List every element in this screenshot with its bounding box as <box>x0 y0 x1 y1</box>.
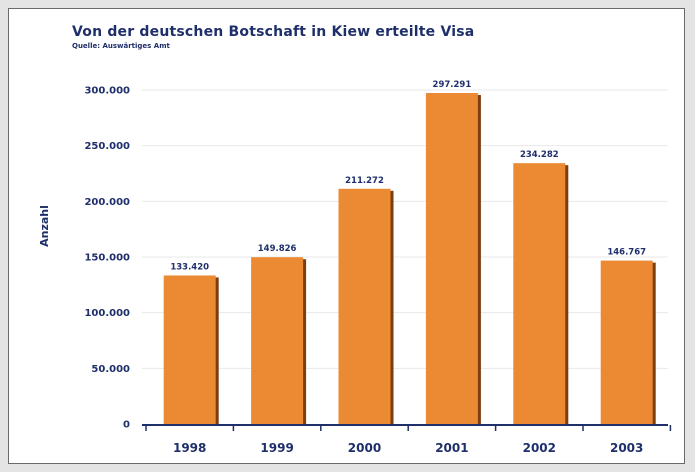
bars <box>163 93 656 424</box>
bar-1998 <box>163 275 216 424</box>
bar-2002 <box>513 163 566 424</box>
x-tick-label-2000: 2000 <box>348 441 381 455</box>
x-tick-label-2001: 2001 <box>435 441 468 455</box>
data-label-2002: 234.282 <box>520 150 559 160</box>
y-tick-label: 300.000 <box>84 86 130 97</box>
chart-title: Von der deutschen Botschaft in Kiew erte… <box>72 24 475 40</box>
y-tick-label: 100.000 <box>84 308 130 319</box>
data-label-1999: 149.826 <box>258 244 297 254</box>
data-label-2000: 211.272 <box>345 176 384 186</box>
data-labels: 133.420 149.826 211.272 297.291 234.282 146.7… <box>170 80 646 272</box>
data-label-2003: 146.767 <box>607 248 646 258</box>
data-label-2001: 297.291 <box>433 80 472 90</box>
bar-1999 <box>251 257 304 424</box>
x-axis-ticks: 1998 1999 2000 2001 2002 2003 <box>173 441 643 455</box>
y-tick-label: 0 <box>123 420 130 431</box>
y-tick-label: 200.000 <box>84 197 130 208</box>
chart-subtitle: Quelle: Auswärtiges Amt <box>72 42 170 50</box>
x-tick-label-2003: 2003 <box>610 441 643 455</box>
x-tick-label-1999: 1999 <box>260 441 293 455</box>
y-tick-label: 150.000 <box>84 253 130 264</box>
x-axis <box>142 424 672 431</box>
y-tick-label: 50.000 <box>91 364 130 375</box>
gridlines <box>142 89 668 369</box>
data-label-1998: 133.420 <box>170 262 209 272</box>
y-axis-title: Anzahl <box>38 205 51 247</box>
bar-2000 <box>338 188 391 424</box>
bar-2003 <box>600 260 653 424</box>
y-tick-label: 250.000 <box>84 141 130 152</box>
x-tick-label-1998: 1998 <box>173 441 206 455</box>
bar-2001 <box>425 93 478 424</box>
x-tick-label-2002: 2002 <box>523 441 556 455</box>
y-axis-ticks: 0 50.000 100.000 150.000 200.000 250.000 300.0… <box>84 86 130 431</box>
